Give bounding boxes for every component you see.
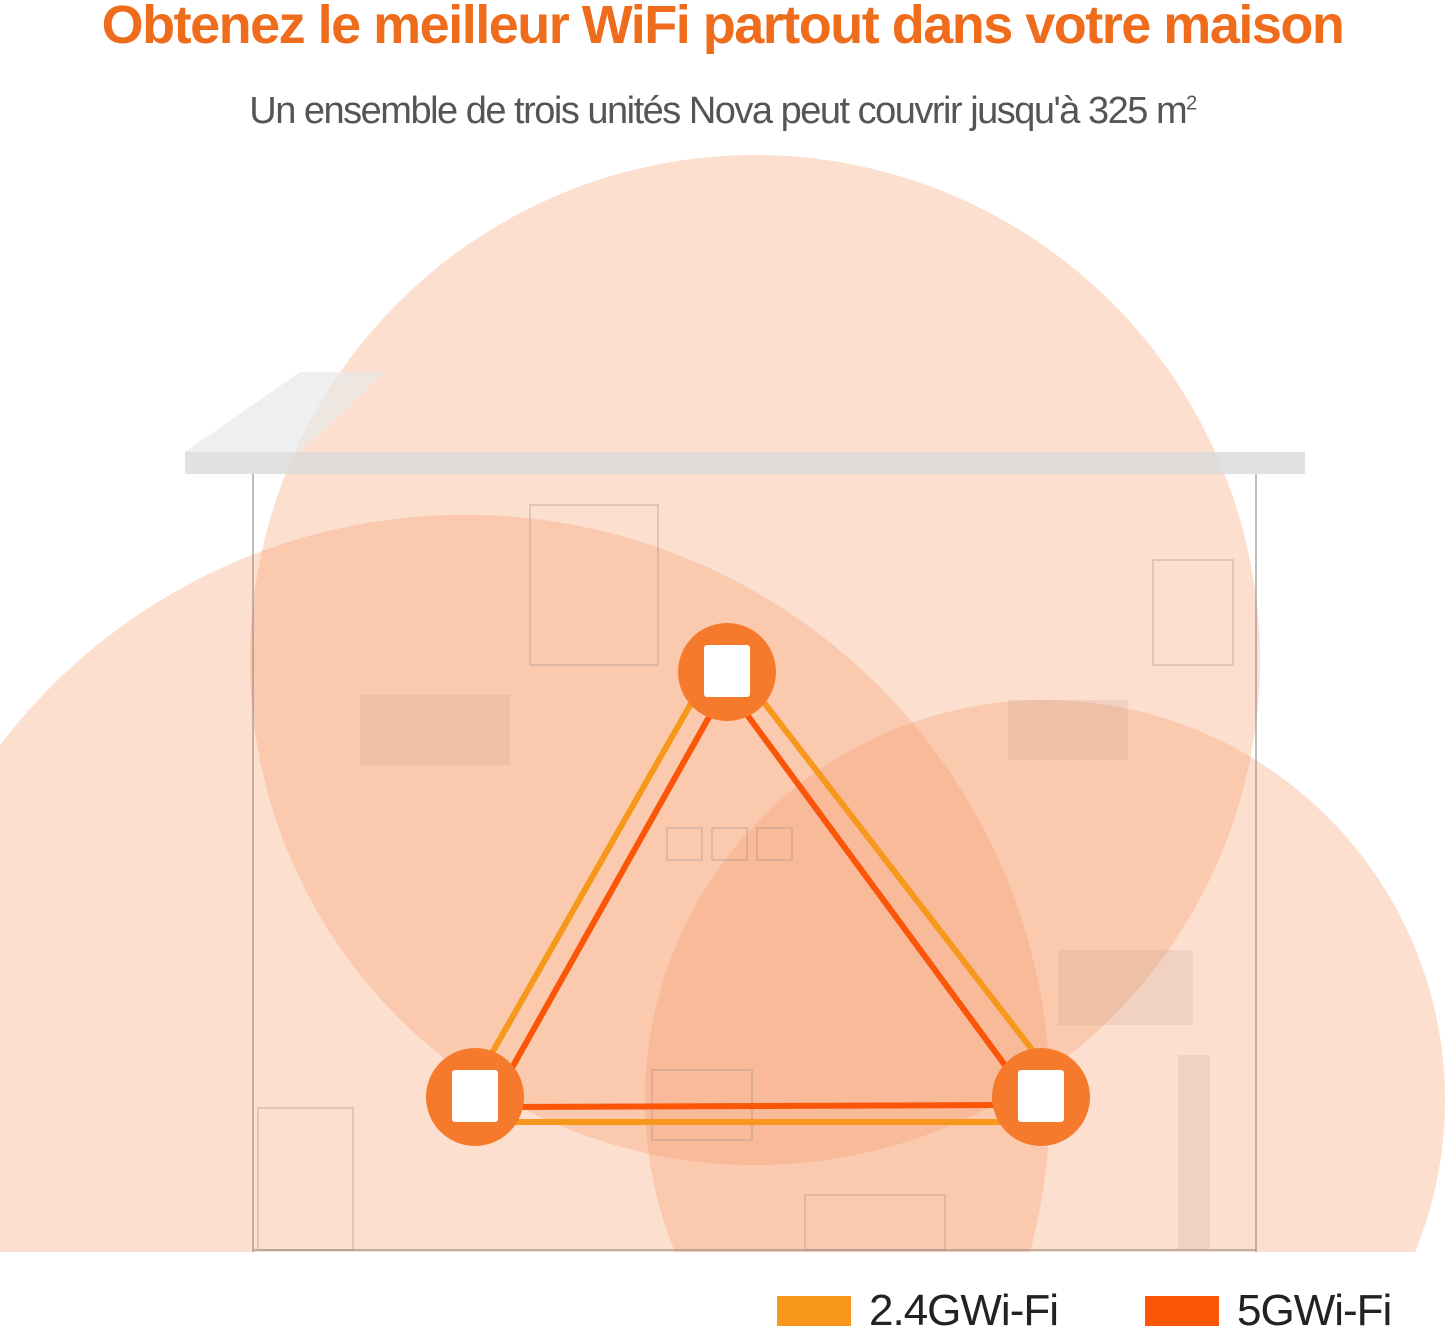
link-5g-top-right [742,709,1013,1075]
mesh-node-top [678,623,776,721]
mesh-node-left [426,1048,524,1146]
window-frame [529,504,659,666]
superscript: 2 [1186,92,1197,115]
window-arched [1152,559,1234,666]
router-icon [452,1070,498,1122]
legend-label-5g: 5GWi-Fi [1237,1286,1392,1335]
router-icon [1018,1070,1064,1122]
link-5g-top-left [505,707,716,1078]
sofa [360,695,510,765]
roof-top [185,372,385,452]
legend-swatch-5g [1145,1296,1219,1326]
link-5g-left-right [507,1102,1003,1110]
tv-stand [804,1194,946,1251]
curtain [1178,1055,1210,1250]
legend-label-24g: 2.4GWi-Fi [869,1286,1059,1335]
cabinet [257,1107,354,1251]
house-outline [185,372,1305,1252]
coverage-circle-left [0,514,1051,1252]
link-24g-top-left [485,697,696,1063]
mesh-node-right [992,1048,1090,1146]
legend-swatch-24g [777,1296,851,1326]
couch [1058,950,1193,1025]
legend-item-24g: 2.4GWi-Fi [777,1286,1059,1335]
router-icon [704,645,750,697]
coverage-circle-right [645,700,1445,1252]
roof [185,452,1305,474]
mesh-links [485,697,1043,1125]
armchair [1008,700,1128,760]
page-title: Obtenez le meilleur WiFi partout dans vo… [101,0,1345,55]
page-subtitle: Un ensemble de trois unités Nova peut co… [0,90,1445,133]
link-24g-top-right [759,697,1043,1063]
picture-frames [666,827,703,861]
legend-item-5g: 5GWi-Fi [1145,1286,1392,1335]
subtitle-text: Un ensemble de trois unités Nova peut co… [249,90,1187,132]
